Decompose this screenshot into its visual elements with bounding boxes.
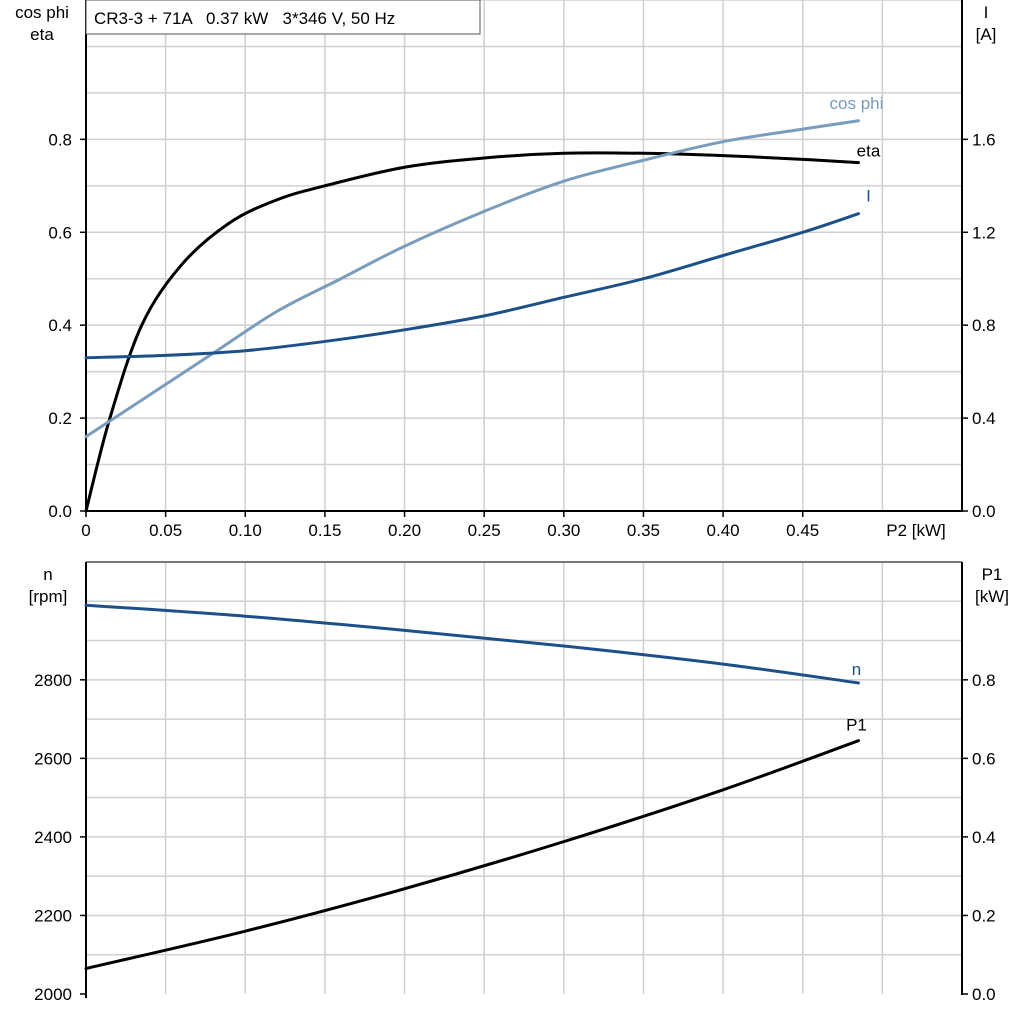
- y-left-tick-label: 2000: [34, 985, 72, 1004]
- y-left-axis-label: n: [43, 565, 52, 584]
- series-label-I: I: [866, 187, 871, 206]
- y-left-axis-label: cos phi: [15, 3, 69, 22]
- series-label-P1: P1: [846, 716, 867, 735]
- y-right-tick-label: 0.0: [972, 502, 996, 521]
- y-right-tick-label: 1.2: [972, 223, 996, 242]
- y-right-tick-label: 0.6: [972, 749, 996, 768]
- y-right-tick-label: 0.4: [972, 409, 996, 428]
- x-axis-label: P2 [kW]: [886, 521, 946, 540]
- curve-cos-phi: [84, 119, 860, 439]
- y-right-axis-label: P1: [982, 565, 1003, 584]
- y-left-tick-label: 2200: [34, 906, 72, 925]
- x-tick-label: 0: [81, 521, 90, 540]
- y-left-tick-label: 2800: [34, 671, 72, 690]
- y-right-tick-label: 0.2: [972, 906, 996, 925]
- y-left-axis-label: [rpm]: [29, 587, 68, 606]
- y-left-tick-label: 0.4: [48, 316, 72, 335]
- y-right-tick-label: 0.4: [972, 828, 996, 847]
- labels: 0 0.05 0.10 0.15 0.20 0.25 0.30 0.35 0.40 0.45 P2 …: [15, 3, 1009, 1004]
- y-right-axis-label: [kW]: [975, 587, 1009, 606]
- series-label-n: n: [852, 660, 861, 679]
- x-tick-label: 0.35: [627, 521, 660, 540]
- x-tick-label: 0.30: [547, 521, 580, 540]
- x-tick-label: 0.15: [308, 521, 341, 540]
- title-box: [85, 0, 481, 35]
- y-left-tick-label: 0.6: [48, 223, 72, 242]
- y-right-tick-label: 0.8: [972, 671, 996, 690]
- y-right-tick-label: 0.8: [972, 316, 996, 335]
- y-left-tick-label: 2400: [34, 828, 72, 847]
- y-right-axis-label: [A]: [976, 25, 997, 44]
- chart-title: CR3-3 + 71A 0.37 kW 3*346 V, 50 Hz: [94, 9, 395, 28]
- curves: [84, 119, 860, 970]
- y-left-tick-label: 0.0: [48, 502, 72, 521]
- series-label-eta: eta: [857, 142, 881, 161]
- axes: [80, 0, 968, 998]
- x-tick-label: 0.45: [786, 521, 819, 540]
- curve-P1: [84, 739, 860, 970]
- curve-n: [84, 603, 860, 685]
- y-right-tick-label: 1.6: [972, 130, 996, 149]
- series-label-cos-phi: cos phi: [830, 94, 884, 113]
- x-tick-label: 0.05: [149, 521, 182, 540]
- y-left-tick-label: 0.8: [48, 130, 72, 149]
- x-tick-label: 0.40: [707, 521, 740, 540]
- y-left-tick-label: 0.2: [48, 409, 72, 428]
- x-tick-label: 0.20: [388, 521, 421, 540]
- curve-I: [84, 212, 860, 360]
- y-right-axis-label: I: [984, 3, 989, 22]
- x-tick-label: 0.10: [229, 521, 262, 540]
- y-left-tick-label: 2600: [34, 749, 72, 768]
- grid: [86, 0, 962, 994]
- curve-eta: [84, 151, 860, 513]
- y-left-axis-label: eta: [30, 25, 54, 44]
- x-tick-label: 0.25: [468, 521, 501, 540]
- y-right-tick-label: 0.0: [972, 985, 996, 1004]
